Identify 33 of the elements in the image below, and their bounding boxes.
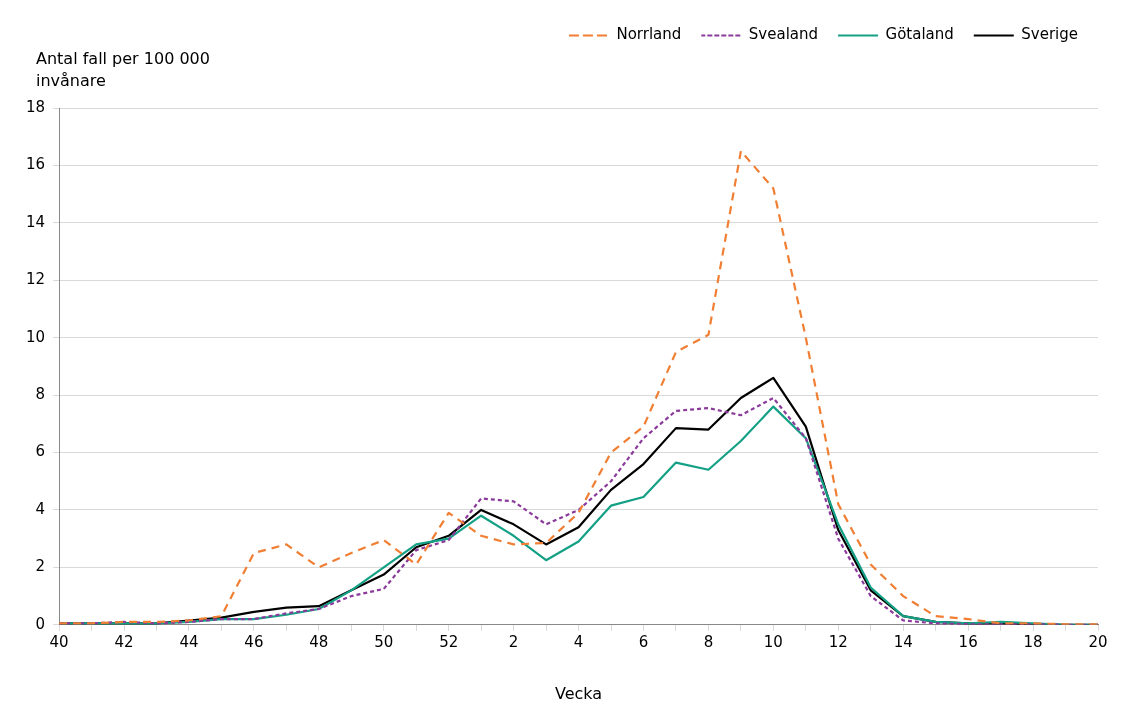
legend-label: Götaland	[885, 25, 954, 44]
y-tick-label: 12	[25, 270, 46, 289]
x-tick-label: 6	[638, 632, 649, 651]
x-tick-label: 48	[309, 632, 329, 651]
x-tick-label: 4	[573, 632, 584, 651]
x-tick-label: 44	[179, 632, 199, 651]
x-tick-label: 14	[893, 632, 913, 651]
x-tick-label: 46	[244, 632, 264, 651]
x-tick-label: 52	[439, 632, 459, 651]
y-tick-label: 0	[35, 614, 46, 633]
x-tick-label: 40	[49, 632, 69, 651]
x-tick-label: 42	[114, 632, 134, 651]
y-tick-label: 14	[25, 212, 46, 231]
y-tick-label: 18	[25, 97, 46, 116]
x-axis-title: Vecka	[554, 683, 603, 703]
y-tick-label: 16	[25, 155, 46, 174]
legend-label: Svealand	[748, 25, 819, 44]
y-tick-label: 10	[25, 327, 46, 346]
legend-label: Sverige	[1021, 25, 1079, 44]
x-tick-label: 12	[828, 632, 848, 651]
y-tick-label: 8	[35, 385, 46, 403]
x-tick-label: 8	[703, 632, 714, 651]
x-tick-label: 16	[958, 632, 978, 651]
x-tick-label: 18	[1023, 632, 1043, 651]
legend-label: Norrland	[616, 25, 682, 44]
x-tick-label: 20	[1088, 632, 1108, 651]
x-tick-label: 10	[763, 632, 783, 651]
x-tick-label: 50	[374, 632, 394, 651]
y-tick-label: 6	[35, 442, 46, 461]
y-tick-label: 2	[35, 557, 46, 576]
x-tick-label: 2	[508, 632, 519, 651]
y-axis-title: Antal fall per 100 000 invånare	[36, 48, 211, 92]
y-tick-label: 4	[35, 499, 46, 518]
